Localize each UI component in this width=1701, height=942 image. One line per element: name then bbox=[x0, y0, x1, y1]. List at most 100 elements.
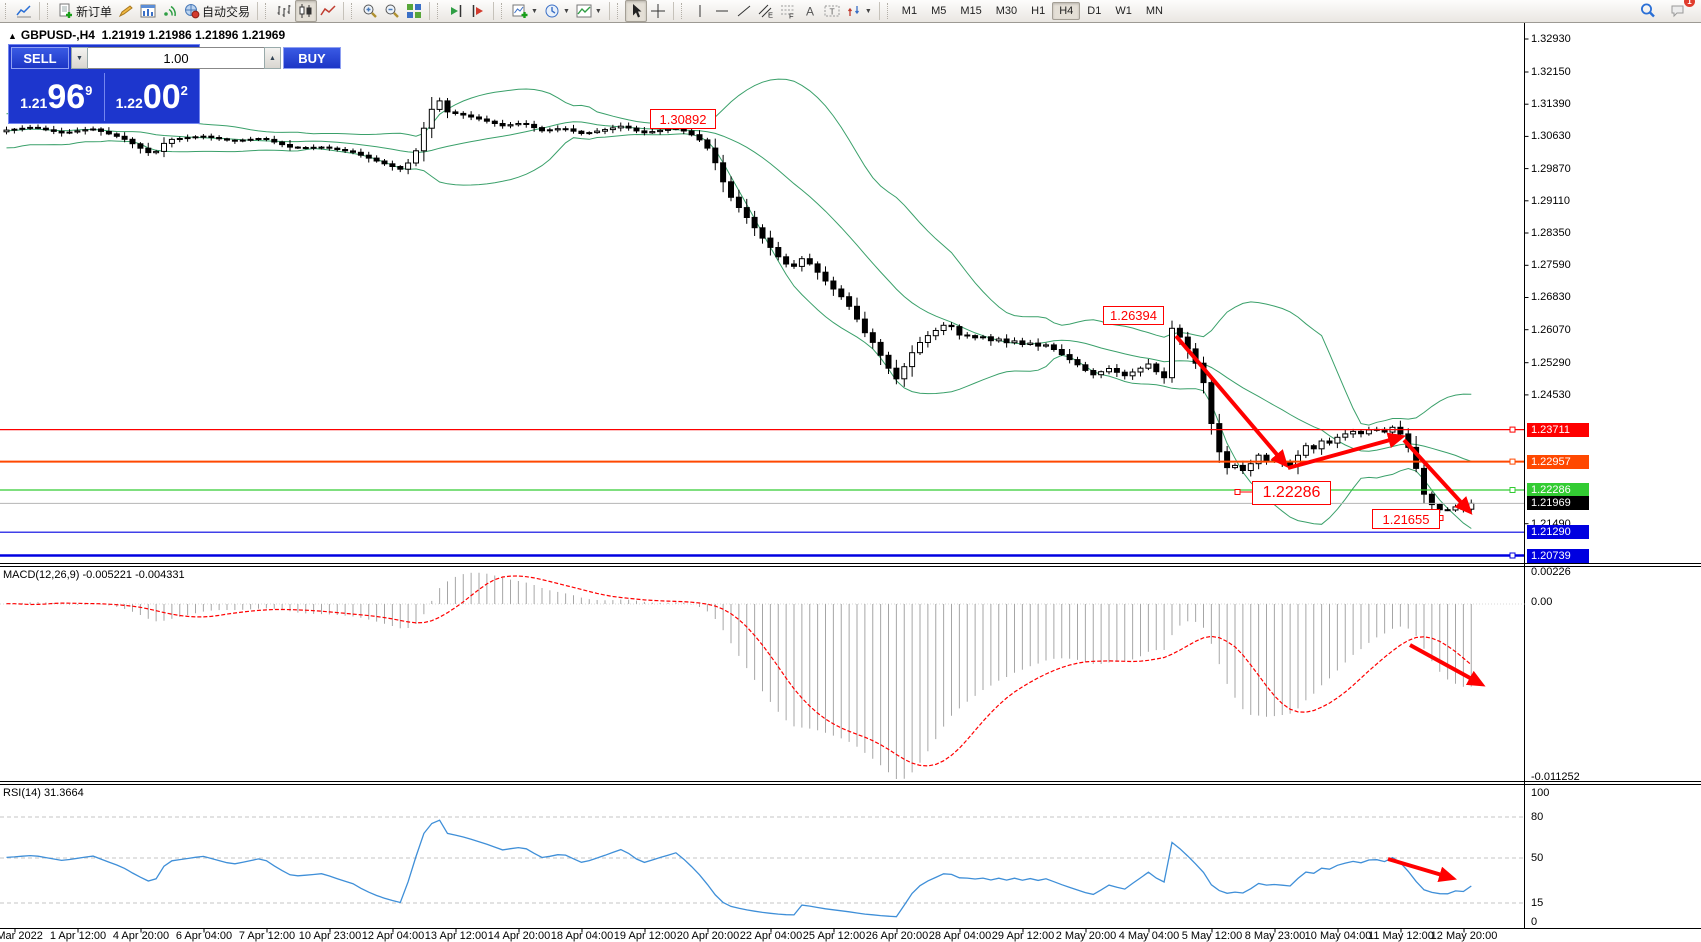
autotrade-icon bbox=[185, 4, 200, 19]
chat-button[interactable]: 1 bbox=[1667, 0, 1695, 22]
timeframe-h1-button[interactable]: H1 bbox=[1031, 5, 1046, 17]
buy-price-pip: 2 bbox=[180, 82, 188, 98]
bar-chart-icon bbox=[277, 5, 291, 17]
periods-clock-icon bbox=[545, 4, 559, 18]
volume-input[interactable] bbox=[88, 47, 264, 69]
date-axis-label: 4 May 04:00 bbox=[1118, 930, 1180, 942]
price-axis-label: 1.26070 bbox=[1531, 324, 1571, 336]
new-chart-button[interactable]: ▼ bbox=[509, 0, 541, 22]
price-line-label: 1.20739 bbox=[1527, 549, 1589, 563]
macd-indicator-label: MACD(12,26,9) -0.005221 -0.004331 bbox=[3, 569, 185, 581]
arrows-button[interactable]: ▼ bbox=[843, 0, 875, 22]
price-axis-label: 1.30630 bbox=[1531, 130, 1571, 142]
chart-title: ▲ GBPUSD-,H4 1.21919 1.21986 1.21896 1.21… bbox=[8, 28, 285, 42]
line-chart-button[interactable] bbox=[317, 0, 339, 22]
collapse-arrow-icon[interactable]: ▲ bbox=[8, 31, 17, 41]
date-axis-label: 25 Apr 12:00 bbox=[802, 930, 866, 942]
timeframe-w1-button[interactable]: W1 bbox=[1115, 5, 1132, 17]
vertical-line-button[interactable] bbox=[689, 0, 711, 22]
trendline-button[interactable] bbox=[733, 0, 755, 22]
price-annotation[interactable]: 1.30892 bbox=[650, 109, 716, 129]
macd-axis-label: 0.00226 bbox=[1531, 566, 1571, 578]
auto-scroll-button[interactable] bbox=[445, 0, 467, 22]
crosshair-button[interactable] bbox=[647, 0, 669, 22]
price-line-label: 1.21969 bbox=[1527, 496, 1589, 510]
arrows-icon bbox=[847, 6, 859, 16]
auto-trading-button[interactable]: 自动交易 bbox=[181, 0, 253, 22]
rsi-axis-label: 50 bbox=[1531, 852, 1544, 864]
date-axis-label: 12 Apr 04:00 bbox=[361, 930, 425, 942]
toolbar-grip bbox=[437, 3, 442, 19]
timeframe-mn-button[interactable]: MN bbox=[1145, 5, 1163, 17]
price-line-label: 1.22286 bbox=[1527, 483, 1589, 497]
text-label-button[interactable]: T bbox=[821, 0, 843, 22]
volume-increase-button[interactable]: ▲ bbox=[264, 47, 281, 69]
chart-window-button[interactable] bbox=[137, 0, 159, 22]
price-axis-label: 1.25290 bbox=[1531, 357, 1571, 369]
rsi-indicator-label: RSI(14) 31.3664 bbox=[3, 787, 84, 799]
date-axis-label: 12 May 20:00 bbox=[1430, 930, 1498, 942]
search-button[interactable] bbox=[1637, 0, 1659, 22]
text-button[interactable]: A bbox=[799, 0, 821, 22]
date-axis-label: 19 Apr 12:00 bbox=[613, 930, 677, 942]
cursor-button[interactable] bbox=[624, 0, 647, 22]
toolbar-separator bbox=[493, 2, 495, 20]
toolbar-separator bbox=[343, 2, 345, 20]
zoom-out-button[interactable] bbox=[381, 0, 403, 22]
fibonacci-icon: F bbox=[780, 5, 795, 20]
buy-price[interactable]: 1.22 00 2 bbox=[105, 71, 200, 123]
timeframe-h4-button[interactable]: H4 bbox=[1052, 2, 1081, 20]
new-order-button[interactable]: 新订单 bbox=[55, 0, 115, 22]
signal-button[interactable] bbox=[159, 0, 181, 22]
date-axis-label: 5 May 12:00 bbox=[1181, 930, 1243, 942]
notification-badge: 1 bbox=[1684, 0, 1695, 7]
candle-chart-button[interactable] bbox=[295, 0, 318, 22]
trendline-icon bbox=[737, 5, 751, 17]
date-axis-label: 1 Mar 2022 bbox=[0, 930, 43, 942]
zoom-in-icon bbox=[363, 4, 377, 18]
chart-shift-button[interactable] bbox=[467, 0, 489, 22]
templates-icon bbox=[576, 4, 592, 18]
rsi-axis-label: 100 bbox=[1531, 787, 1550, 799]
new-order-icon bbox=[59, 3, 72, 18]
price-annotation[interactable]: 1.21655 bbox=[1372, 509, 1440, 529]
periods-button[interactable]: ▼ bbox=[541, 0, 573, 22]
toolbar-grip bbox=[680, 3, 686, 19]
bar-chart-button[interactable] bbox=[273, 0, 295, 22]
price-divider bbox=[103, 73, 105, 121]
timeframe-d1-button[interactable]: D1 bbox=[1087, 5, 1102, 17]
svg-text:F: F bbox=[789, 12, 794, 20]
zoom-out-icon bbox=[385, 4, 399, 18]
date-axis-label: 26 Apr 20:00 bbox=[865, 930, 929, 942]
zoom-in-button[interactable] bbox=[359, 0, 381, 22]
horizontal-line-button[interactable] bbox=[711, 0, 733, 22]
sell-button[interactable]: SELL bbox=[11, 47, 69, 69]
date-axis-label: 14 Apr 20:00 bbox=[487, 930, 551, 942]
date-axis-label: 6 Apr 04:00 bbox=[175, 930, 233, 942]
buy-button[interactable]: BUY bbox=[283, 47, 341, 69]
volume-decrease-button[interactable]: ▼ bbox=[71, 47, 88, 69]
timeframe-m15-button[interactable]: M15 bbox=[960, 5, 982, 17]
timeframe-m5-button[interactable]: M5 bbox=[931, 5, 947, 17]
fibonacci-button[interactable]: F bbox=[777, 0, 799, 22]
date-axis-label: 4 Apr 20:00 bbox=[112, 930, 170, 942]
price-annotation[interactable]: 1.22286 bbox=[1252, 481, 1331, 505]
tile-windows-button[interactable] bbox=[403, 0, 425, 22]
sell-price[interactable]: 1.21 96 9 bbox=[9, 71, 104, 123]
date-axis-label: 2 May 20:00 bbox=[1055, 930, 1117, 942]
text-label-icon: T bbox=[824, 5, 840, 17]
toolbar: 新订单 自动交易 ▼ ▼ ▼ E F A T ▼ M1 M5 M15 M30 H1 H4 D1 W1 MN 1 bbox=[0, 0, 1701, 23]
price-annotation[interactable]: 1.26394 bbox=[1103, 306, 1164, 325]
crayon-button[interactable] bbox=[115, 0, 137, 22]
timeframe-m1-button[interactable]: M1 bbox=[901, 5, 918, 17]
line-chart-icon bbox=[320, 5, 336, 16]
price-axis-label: 1.32150 bbox=[1531, 66, 1571, 78]
toolbar-grip bbox=[886, 3, 892, 19]
sell-price-prefix: 1.21 bbox=[20, 95, 48, 111]
market-watch-button[interactable] bbox=[13, 0, 35, 22]
timeframe-m30-button[interactable]: M30 bbox=[995, 5, 1018, 17]
templates-button[interactable]: ▼ bbox=[573, 0, 605, 22]
equidistant-channel-button[interactable]: E bbox=[755, 0, 777, 22]
date-axis-label: 29 Apr 12:00 bbox=[991, 930, 1055, 942]
